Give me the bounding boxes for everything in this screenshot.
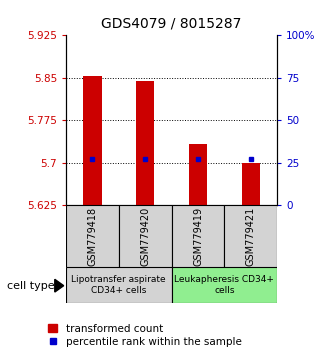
Bar [136, 81, 154, 205]
Polygon shape [55, 279, 64, 292]
Bar [189, 144, 207, 205]
Text: GSM779421: GSM779421 [246, 207, 256, 266]
Text: Lipotransfer aspirate
CD34+ cells: Lipotransfer aspirate CD34+ cells [72, 275, 166, 295]
Text: GSM779420: GSM779420 [140, 207, 150, 266]
Text: Leukapheresis CD34+
cells: Leukapheresis CD34+ cells [175, 275, 274, 295]
Text: cell type: cell type [7, 281, 54, 291]
Text: GSM779418: GSM779418 [87, 207, 97, 266]
Bar [83, 76, 102, 205]
Text: GDS4079 / 8015287: GDS4079 / 8015287 [101, 16, 242, 30]
Bar [172, 267, 277, 303]
Bar [119, 205, 172, 267]
Bar [172, 205, 224, 267]
Text: GSM779419: GSM779419 [193, 207, 203, 266]
Bar [66, 205, 119, 267]
Legend: transformed count, percentile rank within the sample: transformed count, percentile rank withi… [48, 324, 242, 347]
Bar [242, 163, 260, 205]
Bar [66, 267, 172, 303]
Bar [224, 205, 277, 267]
